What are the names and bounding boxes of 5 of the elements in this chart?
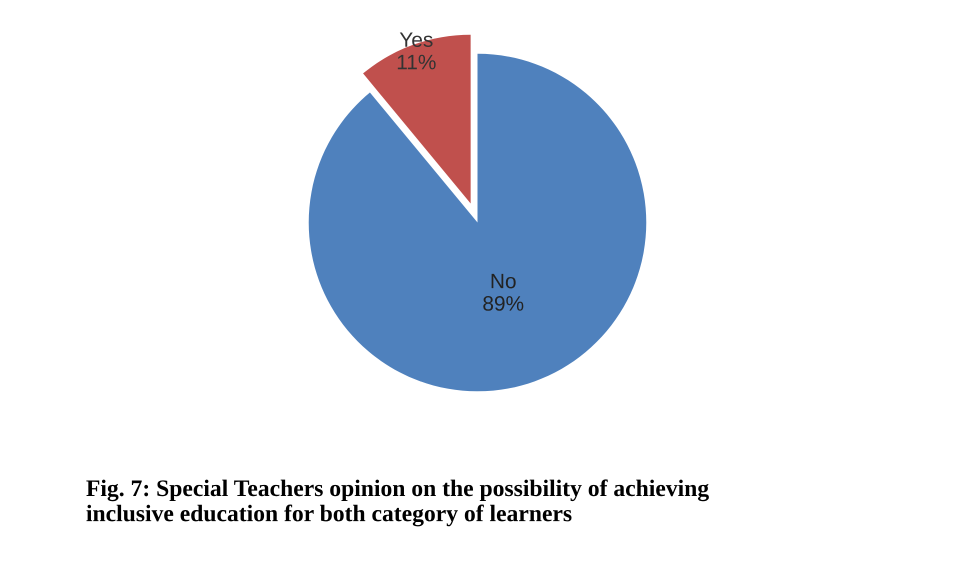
data-label: 11% — [398, 54, 436, 70]
slice-label: Yes — [400, 32, 433, 47]
caption: Fig. 7: Special Teachers opinion on the possibility of achieving inclusive education for both category of learners — [86, 479, 709, 526]
slice-label: No — [492, 274, 516, 288]
data-label: 89% — [483, 296, 524, 311]
